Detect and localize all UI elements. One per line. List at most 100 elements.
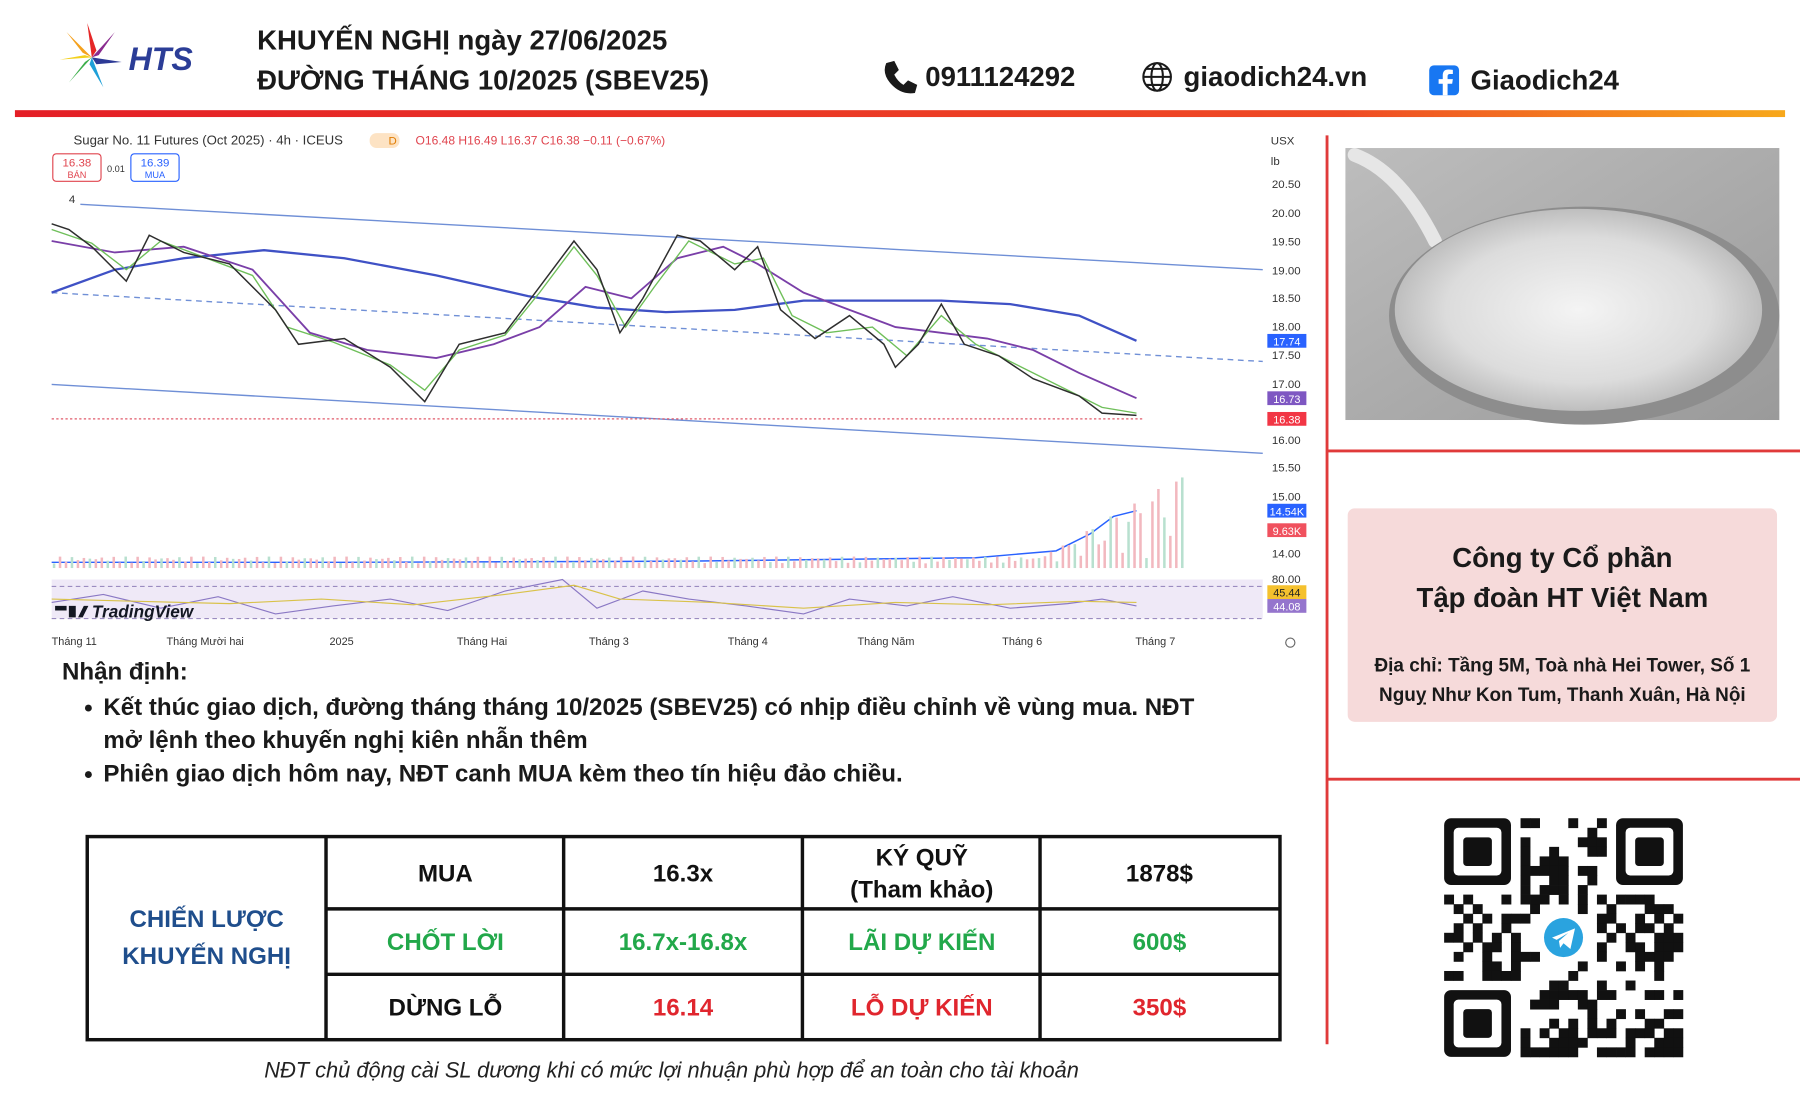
volume-bar — [1151, 501, 1154, 569]
sell-price: 16.38 — [63, 157, 92, 169]
qr-module — [1520, 913, 1531, 924]
qr-module — [1596, 894, 1607, 905]
volume-bar — [876, 557, 880, 569]
qr-module — [1520, 951, 1531, 962]
volume-bar — [1139, 513, 1142, 569]
qr-module — [1673, 1037, 1684, 1048]
qr-module — [1539, 1047, 1550, 1058]
volume-bar — [1109, 516, 1112, 569]
volume-bar — [100, 557, 104, 569]
qr-module — [1596, 1028, 1607, 1039]
qr-module — [1635, 942, 1646, 953]
volume-bar — [333, 556, 336, 569]
volume-bar — [291, 557, 295, 569]
qr-module — [1558, 894, 1569, 905]
qr-module — [1558, 980, 1569, 991]
volume-bar — [393, 560, 396, 569]
volume-bar — [434, 557, 438, 569]
sugar-pile — [1394, 208, 1763, 411]
volume-bar — [148, 557, 151, 569]
sell-box — [52, 153, 102, 182]
volume-bar — [882, 559, 886, 569]
volume-bar — [954, 558, 957, 569]
table-cell: 16.3x — [653, 860, 714, 887]
qr-module — [1453, 904, 1464, 915]
volume-bar — [596, 558, 599, 569]
qr-module — [1530, 894, 1540, 905]
volume-ma — [51, 509, 1137, 564]
volume-bar — [327, 561, 330, 569]
qr-module — [1501, 913, 1512, 924]
qr-module — [1596, 980, 1607, 991]
settings-icon — [1285, 637, 1296, 648]
qr-module — [1663, 932, 1674, 943]
qr-module — [1510, 913, 1521, 924]
volume-bar — [321, 557, 324, 569]
volume-bar — [1061, 545, 1065, 569]
petal — [89, 57, 104, 88]
price-tick: 19.50 — [1272, 237, 1301, 249]
volume-bar — [249, 560, 253, 569]
qr-module — [1530, 865, 1540, 876]
volume-bar — [661, 559, 665, 569]
qr-module — [1635, 1028, 1646, 1039]
volume-bar — [172, 559, 175, 569]
table-cell: LÃI DỰ KIẾN — [848, 928, 995, 956]
volume-bar — [757, 560, 760, 569]
volume-bar — [578, 557, 581, 569]
volume-bar — [339, 562, 342, 569]
buy-box — [130, 153, 180, 182]
volume-bar — [154, 559, 157, 569]
analysis-heading: Nhận định: — [62, 658, 188, 685]
qr-module — [1663, 951, 1674, 962]
qr-module — [1568, 1018, 1579, 1029]
price-chart — [51, 203, 1307, 648]
volume-bar — [810, 558, 814, 569]
volume-bar — [1157, 488, 1160, 569]
volume-bar — [739, 558, 742, 569]
qr-module — [1625, 1037, 1636, 1048]
qr-module — [1654, 1047, 1665, 1058]
qr-module — [1539, 885, 1550, 895]
qr-module — [1625, 932, 1636, 943]
qr-module — [1625, 894, 1636, 905]
price-tick: 80.00 — [1272, 574, 1301, 586]
qr-module — [1635, 1009, 1646, 1020]
table-cell: DỪNG LỖ — [389, 993, 503, 1022]
volume-bar — [237, 558, 241, 569]
qr-module — [1549, 1018, 1560, 1029]
volume-bar — [136, 556, 139, 569]
table-cell: (Tham khảo) — [850, 876, 993, 903]
volume-bar — [190, 556, 193, 569]
volume-bar — [536, 559, 539, 569]
volume-bar — [798, 557, 802, 569]
qr-module — [1491, 942, 1502, 953]
qr-module — [1673, 990, 1684, 1000]
volume-bar — [405, 561, 408, 569]
website: giaodich24.vn — [1184, 61, 1368, 92]
interval-text: D — [388, 136, 396, 148]
volume-bar — [834, 561, 838, 569]
indicator-count: 4 — [69, 194, 76, 206]
qr-module — [1635, 951, 1646, 962]
volume-bar — [255, 556, 259, 569]
volume-bar — [864, 556, 868, 569]
volume-bar — [548, 561, 551, 569]
badge-label: 16.38 — [1273, 414, 1300, 426]
volume-bar — [1181, 477, 1184, 569]
volume-bar — [1115, 517, 1118, 569]
volume-bar — [476, 556, 480, 569]
qr-module — [1501, 970, 1512, 981]
qr-module — [1491, 961, 1502, 972]
time-label: Tháng 7 — [1135, 636, 1175, 648]
time-label: Tháng 3 — [589, 636, 629, 648]
qr-finder — [1463, 837, 1492, 866]
qr-module — [1520, 875, 1531, 886]
volume-bar — [106, 560, 110, 569]
qr-module — [1482, 951, 1493, 962]
price-tick: 15.00 — [1272, 491, 1301, 503]
volume-bar — [410, 556, 414, 569]
volume-bar — [1079, 555, 1083, 569]
volume-bar — [793, 561, 796, 569]
